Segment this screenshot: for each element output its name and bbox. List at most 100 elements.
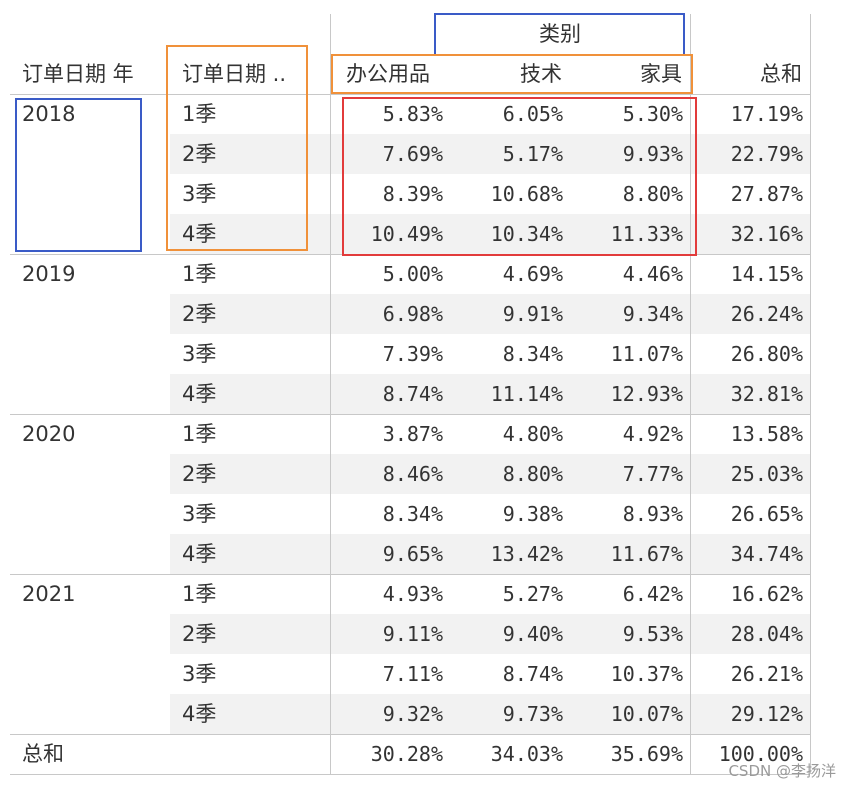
value-cell: 8.74% [382,382,443,406]
value-cell: 9.53% [622,622,683,646]
quarter-cell: 4季 [182,702,217,726]
value-cell: 11.67% [610,542,683,566]
value-cell: 6.98% [382,302,443,326]
header-category-group: 类别 [539,22,581,46]
value-cell: 7.39% [382,342,443,366]
year-cell: 2020 [22,422,76,446]
grand-total-office: 30.28% [370,742,443,766]
row-stripe [170,454,810,494]
value-cell: 10.34% [490,222,563,246]
row-total-cell: 26.24% [730,302,803,326]
value-cell: 9.65% [382,542,443,566]
year-cell: 2018 [22,102,76,126]
grand-total-all: 100.00% [718,742,803,766]
quarter-cell: 3季 [182,182,217,206]
quarter-cell: 1季 [182,102,217,126]
value-cell: 4.92% [622,422,683,446]
divider-before-total [690,14,691,774]
row-stripe [170,294,810,334]
value-cell: 8.93% [622,502,683,526]
header-total: 总和 [760,62,802,86]
grand-total-top-line [10,734,810,735]
grand-total-tech: 34.03% [490,742,563,766]
row-total-cell: 29.12% [730,702,803,726]
value-cell: 5.17% [502,142,563,166]
value-cell: 9.93% [622,142,683,166]
quarter-cell: 4季 [182,222,217,246]
value-cell: 9.91% [502,302,563,326]
value-cell: 8.74% [502,662,563,686]
divider-right-edge [810,14,811,774]
quarter-cell: 3季 [182,502,217,526]
header-bottom-line [10,94,810,95]
value-cell: 12.93% [610,382,683,406]
value-cell: 9.11% [382,622,443,646]
value-cell: 4.69% [502,262,563,286]
quarter-cell: 3季 [182,342,217,366]
grand-total-furniture: 35.69% [610,742,683,766]
value-cell: 9.73% [502,702,563,726]
row-total-cell: 32.81% [730,382,803,406]
value-cell: 3.87% [382,422,443,446]
value-cell: 10.37% [610,662,683,686]
value-cell: 11.33% [610,222,683,246]
row-total-cell: 26.21% [730,662,803,686]
row-stripe [170,534,810,574]
value-cell: 4.46% [622,262,683,286]
row-total-cell: 14.15% [730,262,803,286]
quarter-cell: 1季 [182,422,217,446]
value-cell: 8.34% [382,502,443,526]
value-cell: 5.27% [502,582,563,606]
row-total-cell: 25.03% [730,462,803,486]
value-cell: 9.40% [502,622,563,646]
header-category-office: 办公用品 [346,62,430,86]
row-total-cell: 13.58% [730,422,803,446]
highlight-box-category-header [434,13,685,55]
quarter-cell: 2季 [182,462,217,486]
value-cell: 9.32% [382,702,443,726]
value-cell: 11.14% [490,382,563,406]
value-cell: 8.34% [502,342,563,366]
value-cell: 5.30% [622,102,683,126]
value-cell: 5.83% [382,102,443,126]
quarter-cell: 4季 [182,542,217,566]
value-cell: 13.42% [490,542,563,566]
value-cell: 6.42% [622,582,683,606]
quarter-cell: 1季 [182,262,217,286]
quarter-cell: 4季 [182,382,217,406]
row-total-cell: 26.65% [730,502,803,526]
row-total-cell: 26.80% [730,342,803,366]
quarter-cell: 3季 [182,662,217,686]
header-year: 订单日期 年 [22,62,134,86]
year-cell: 2021 [22,582,76,606]
header-quarter: 订单日期 .. [182,62,287,86]
quarter-cell: 2季 [182,622,217,646]
row-total-cell: 16.62% [730,582,803,606]
row-stripe [170,694,810,734]
year-cell: 2019 [22,262,76,286]
highlight-box-year-2018 [15,98,142,252]
table-bottom-line [10,774,810,775]
value-cell: 9.38% [502,502,563,526]
value-cell: 11.07% [610,342,683,366]
highlight-box-quarter-header [166,45,308,251]
header-category-furniture: 家具 [640,62,682,86]
value-cell: 7.69% [382,142,443,166]
value-cell: 4.93% [382,582,443,606]
quarter-cell: 2季 [182,142,217,166]
row-total-cell: 28.04% [730,622,803,646]
value-cell: 10.07% [610,702,683,726]
value-cell: 7.77% [622,462,683,486]
value-cell: 7.11% [382,662,443,686]
value-cell: 6.05% [502,102,563,126]
year-divider-2020 [10,414,810,415]
row-total-cell: 32.16% [730,222,803,246]
row-stripe [170,374,810,414]
divider-before-values [330,14,331,774]
row-stripe [170,214,810,254]
value-cell: 5.00% [382,262,443,286]
value-cell: 8.46% [382,462,443,486]
year-divider-2021 [10,574,810,575]
value-cell: 4.80% [502,422,563,446]
value-cell: 8.80% [502,462,563,486]
